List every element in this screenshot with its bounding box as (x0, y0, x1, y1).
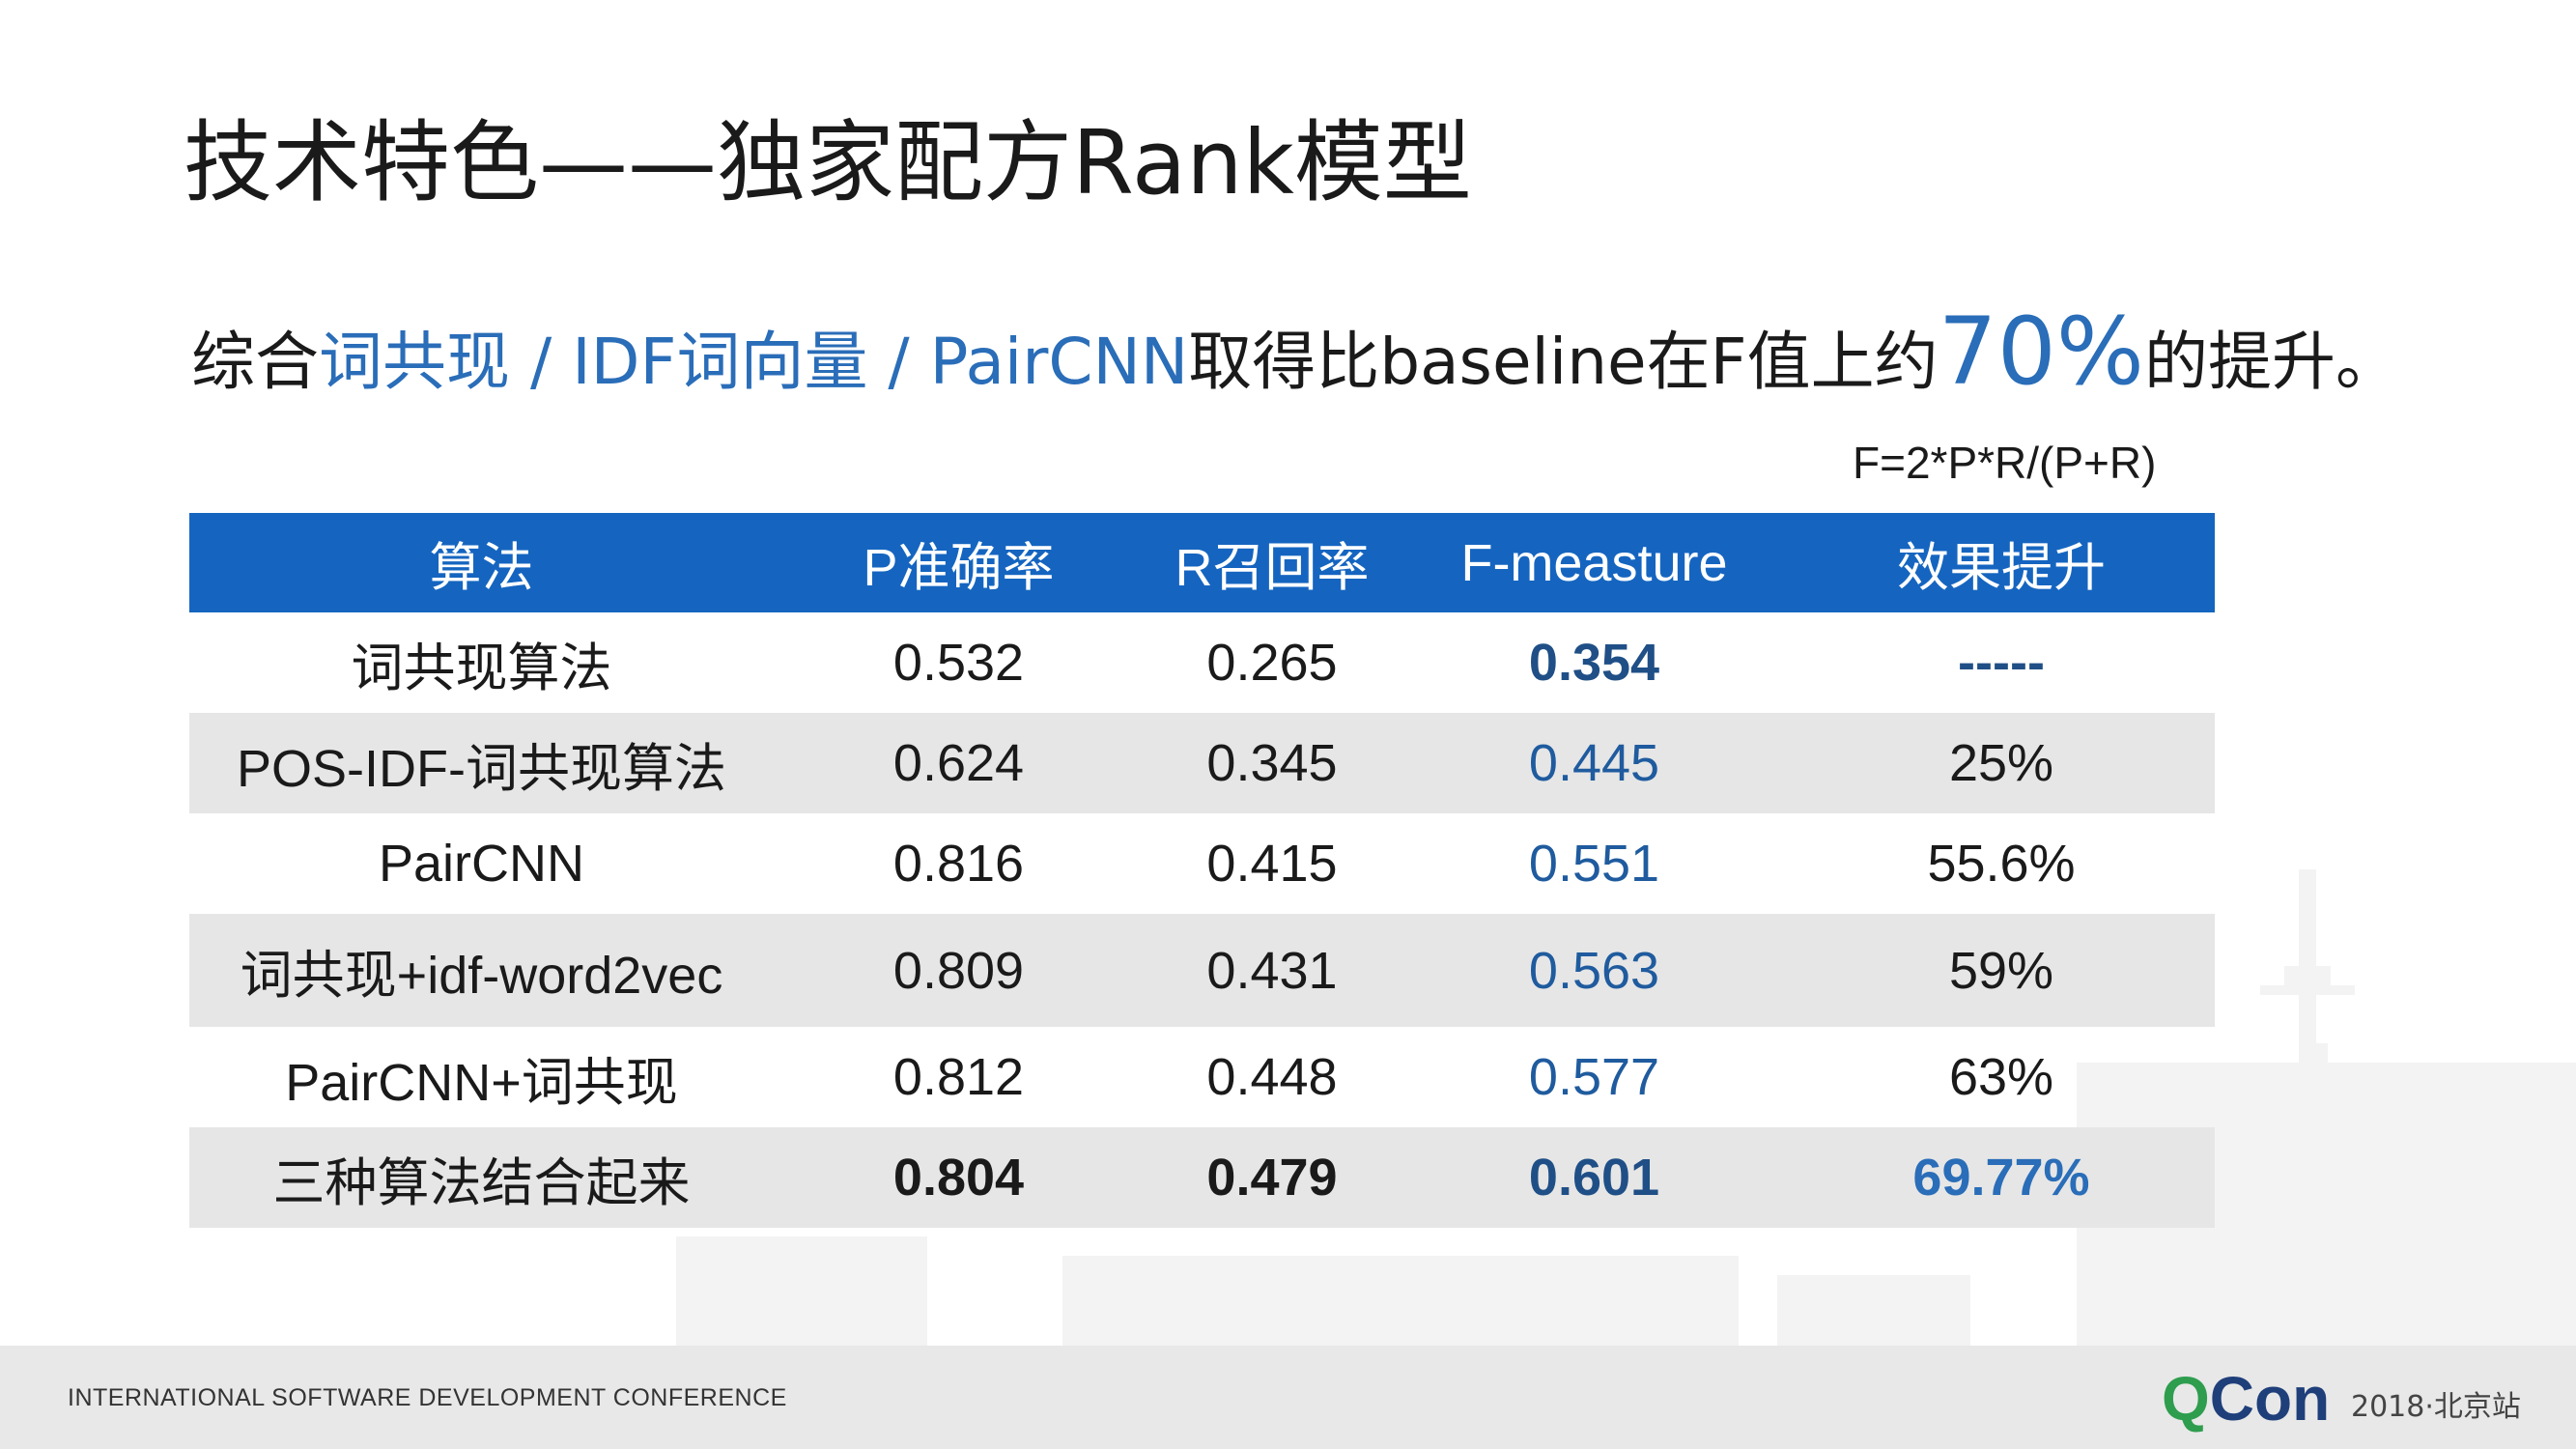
cell-f-measure: 0.601 (1401, 1127, 1788, 1228)
header-algorithm: 算法 (189, 513, 774, 612)
cell-algorithm: PairCNN+词共现 (285, 1053, 678, 1112)
cell-algorithm: PairCNN (378, 835, 585, 893)
cell-f-measure: 0.551 (1528, 835, 1660, 893)
results-table: 算法 P准确率 R召回率 F-measture 效果提升 词共现算法 0.532… (189, 513, 2215, 1228)
cell-recall: 0.345 (1144, 713, 1401, 813)
table-row: PairCNN+词共现 0.812 0.448 0.577 63% (189, 1027, 2215, 1127)
cell-recall: 0.479 (1144, 1127, 1401, 1228)
subtitle: 综合词共现 / IDF词向量 / PairCNN取得比baseline在F值上约… (191, 298, 2399, 406)
cell-algorithm: 词共现算法 (351, 639, 612, 697)
conference-name: INTERNATIONAL SOFTWARE DEVELOPMENT CONFE… (68, 1384, 787, 1411)
cell-f-measure: 0.577 (1528, 1048, 1660, 1106)
table-row: POS-IDF-词共现算法 0.624 0.345 0.445 25% (189, 713, 2215, 813)
cell-f-measure: 0.563 (1401, 914, 1788, 1027)
table-row: 词共现+idf-word2vec 0.809 0.431 0.563 59% (189, 914, 2215, 1027)
table-header-row: 算法 P准确率 R召回率 F-measture 效果提升 (189, 513, 2215, 612)
subtitle-suffix: 的提升。 (2144, 325, 2399, 399)
subtitle-percent: 70% (1938, 298, 2144, 406)
qcon-logo: QCon (2162, 1363, 2330, 1435)
cell-f-measure: 0.445 (1401, 713, 1788, 813)
cell-recall: 0.448 (1206, 1048, 1338, 1106)
header-recall: R召回率 (1144, 513, 1401, 612)
cell-improvement: 59% (1788, 914, 2215, 1027)
cell-precision: 0.624 (774, 713, 1144, 813)
header-precision: P准确率 (774, 513, 1144, 612)
logo-con: Con (2209, 1364, 2331, 1434)
cell-precision: 0.804 (774, 1127, 1144, 1228)
logo-q: Q (2162, 1364, 2210, 1434)
cell-f-measure: 0.354 (1528, 634, 1660, 692)
header-f-measure: F-measture (1401, 513, 1788, 612)
cell-precision: 0.816 (892, 835, 1025, 893)
cell-recall: 0.415 (1206, 835, 1338, 893)
cell-recall: 0.265 (1206, 634, 1338, 692)
cell-algorithm: 词共现+idf-word2vec (189, 914, 774, 1027)
cell-precision: 0.532 (892, 634, 1025, 692)
f-measure-formula: F=2*P*R/(P+R) (1853, 438, 2157, 488)
table-row: 三种算法结合起来 0.804 0.479 0.601 69.77% (189, 1127, 2215, 1228)
cell-precision: 0.812 (892, 1048, 1025, 1106)
footer-bar: INTERNATIONAL SOFTWARE DEVELOPMENT CONFE… (0, 1346, 2576, 1449)
cell-algorithm: 三种算法结合起来 (189, 1127, 774, 1228)
cell-improvement: 25% (1788, 713, 2215, 813)
cell-recall: 0.431 (1144, 914, 1401, 1027)
logo-edition: 2018·北京站 (2351, 1390, 2521, 1424)
subtitle-prefix: 综合 (191, 325, 319, 399)
cell-improvement: 55.6% (1927, 835, 2076, 893)
header-improvement: 效果提升 (1788, 513, 2215, 612)
table-row: 词共现算法 0.532 0.265 0.354 ----- (189, 612, 2215, 713)
cell-improvement: 69.77% (1788, 1127, 2215, 1228)
subtitle-middle: 取得比baseline在F值上约 (1188, 325, 1939, 399)
subtitle-methods: 词共现 / IDF词向量 / PairCNN (319, 325, 1189, 399)
page-title: 技术特色——独家配方Rank模型 (184, 111, 1472, 214)
cell-precision: 0.809 (774, 914, 1144, 1027)
cell-improvement: ----- (1958, 634, 2045, 692)
cell-algorithm: POS-IDF-词共现算法 (189, 713, 774, 813)
table-row: PairCNN 0.816 0.415 0.551 55.6% (189, 813, 2215, 914)
cell-improvement: 63% (1948, 1048, 2054, 1106)
